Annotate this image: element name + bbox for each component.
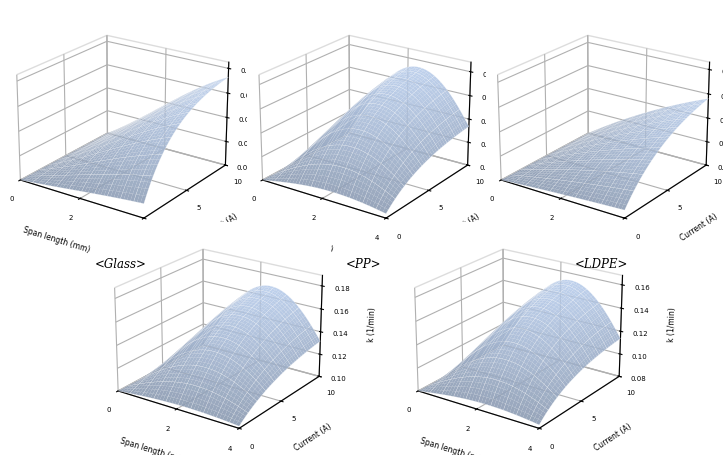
Y-axis label: Current (A): Current (A) xyxy=(679,211,719,242)
Y-axis label: Current (A): Current (A) xyxy=(440,211,481,242)
X-axis label: Span length (mm): Span length (mm) xyxy=(419,435,488,455)
Text: <Glass>: <Glass> xyxy=(95,257,147,270)
Y-axis label: Current (A): Current (A) xyxy=(198,211,239,242)
X-axis label: Span length (mm): Span length (mm) xyxy=(503,225,572,254)
Text: <PP>: <PP> xyxy=(346,257,381,270)
Y-axis label: Current (A): Current (A) xyxy=(293,421,333,452)
X-axis label: Span length (mm): Span length (mm) xyxy=(119,435,188,455)
X-axis label: Span length (mm): Span length (mm) xyxy=(22,225,91,254)
X-axis label: Span length (mm): Span length (mm) xyxy=(265,225,333,254)
Text: <LDPE>: <LDPE> xyxy=(576,257,628,270)
Y-axis label: Current (A): Current (A) xyxy=(593,421,633,452)
